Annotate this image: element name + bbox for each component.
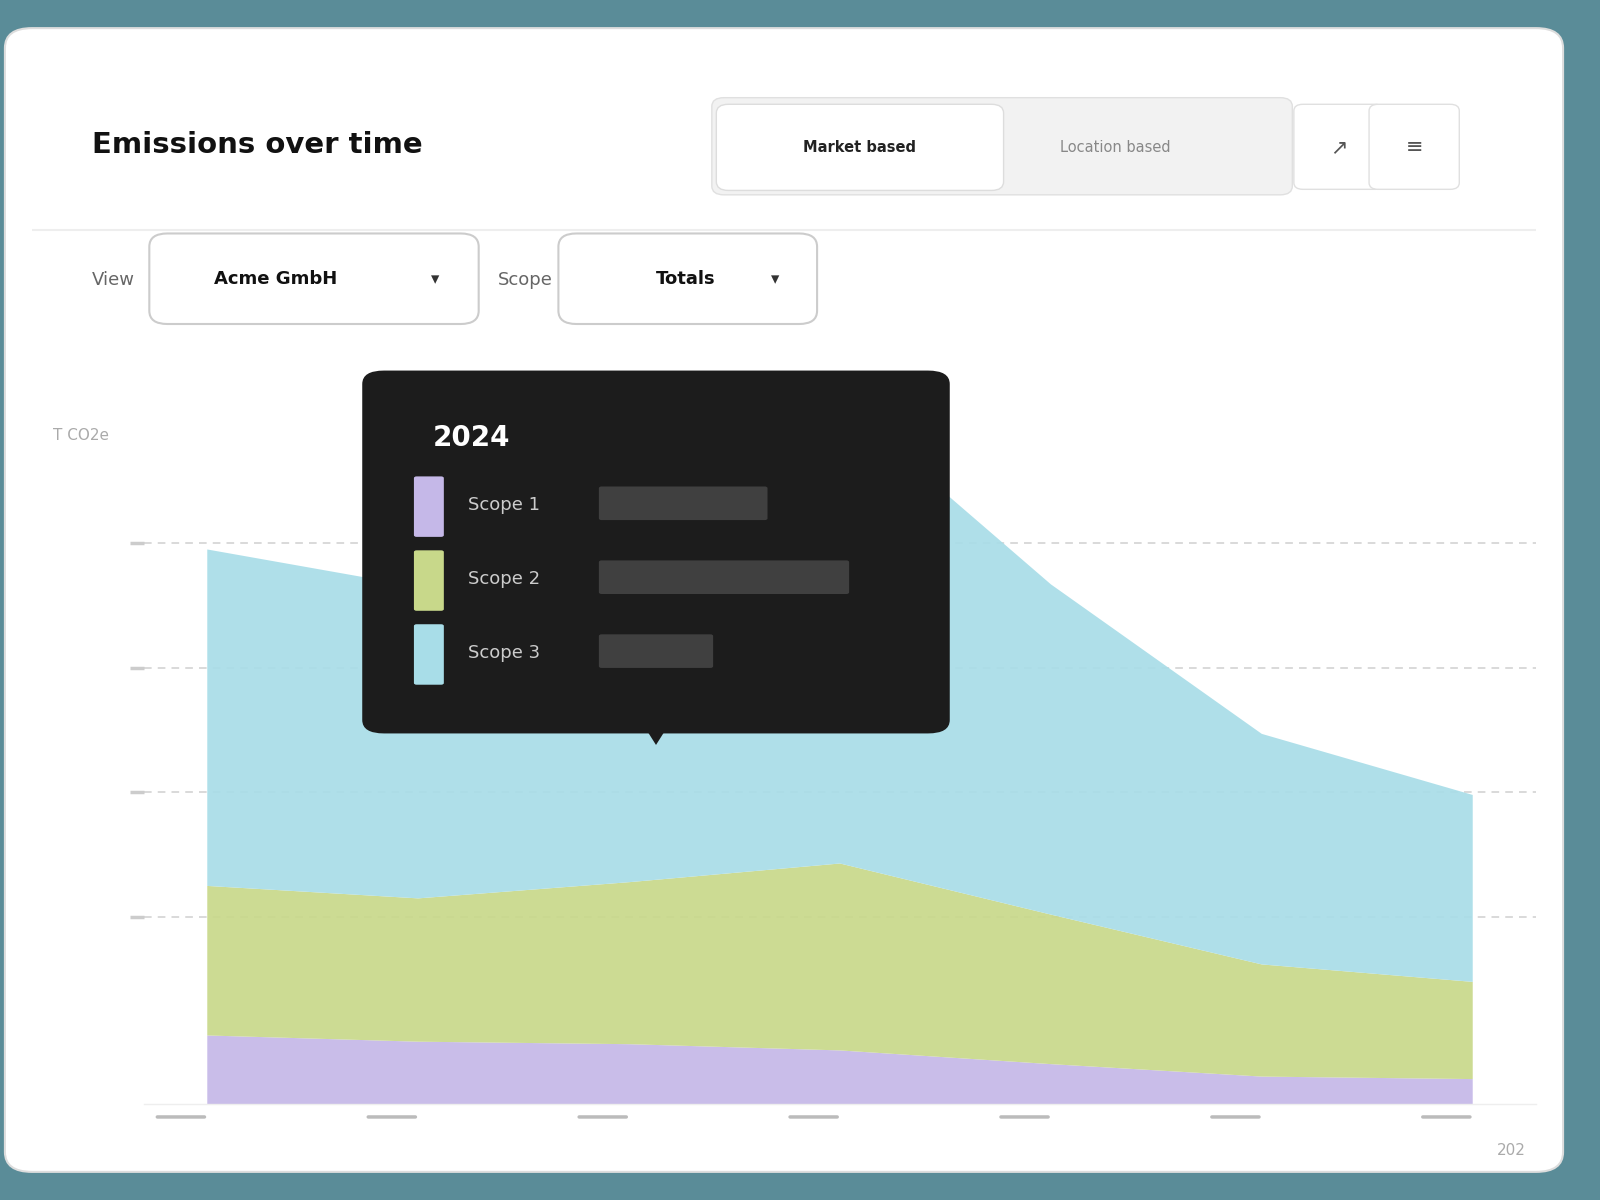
FancyBboxPatch shape bbox=[414, 551, 443, 611]
Text: ≡: ≡ bbox=[1405, 137, 1422, 157]
FancyBboxPatch shape bbox=[414, 624, 443, 685]
FancyBboxPatch shape bbox=[598, 486, 768, 520]
FancyBboxPatch shape bbox=[1370, 104, 1459, 190]
Text: Scope 2: Scope 2 bbox=[469, 570, 541, 588]
FancyBboxPatch shape bbox=[5, 28, 1563, 1172]
Text: View: View bbox=[93, 271, 134, 289]
Text: Market based: Market based bbox=[803, 140, 915, 155]
FancyBboxPatch shape bbox=[414, 476, 443, 536]
Text: Scope: Scope bbox=[498, 271, 554, 289]
Text: Location based: Location based bbox=[1059, 140, 1170, 155]
FancyBboxPatch shape bbox=[149, 234, 478, 324]
FancyBboxPatch shape bbox=[598, 635, 714, 668]
Text: ▾: ▾ bbox=[430, 270, 440, 288]
Text: ▾: ▾ bbox=[771, 270, 779, 288]
FancyBboxPatch shape bbox=[558, 234, 818, 324]
Text: Scope 3: Scope 3 bbox=[469, 643, 541, 661]
Text: Totals: Totals bbox=[656, 270, 715, 288]
FancyBboxPatch shape bbox=[1294, 104, 1384, 190]
FancyBboxPatch shape bbox=[362, 371, 950, 733]
FancyBboxPatch shape bbox=[712, 97, 1293, 194]
Text: 202: 202 bbox=[1496, 1142, 1525, 1158]
Polygon shape bbox=[638, 718, 674, 745]
Y-axis label: T CO2e: T CO2e bbox=[53, 428, 109, 443]
Text: Emissions over time: Emissions over time bbox=[93, 131, 422, 158]
Text: ↗: ↗ bbox=[1330, 137, 1347, 157]
FancyBboxPatch shape bbox=[717, 104, 1003, 191]
Text: Scope 1: Scope 1 bbox=[469, 496, 541, 514]
Text: Acme GmbH: Acme GmbH bbox=[214, 270, 338, 288]
FancyBboxPatch shape bbox=[598, 560, 850, 594]
Text: 2024: 2024 bbox=[434, 425, 510, 452]
